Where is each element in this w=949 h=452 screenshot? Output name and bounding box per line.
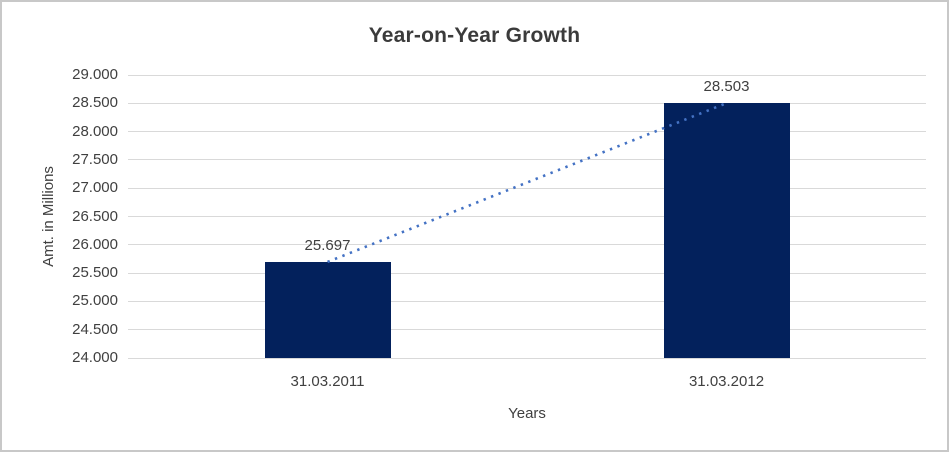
- y-tick-label: 25.000: [72, 292, 118, 310]
- chart-title: Year-on-Year Growth: [368, 24, 581, 47]
- y-tick-label: 28.000: [72, 122, 118, 140]
- gridline: [128, 329, 926, 331]
- bar: [264, 261, 391, 358]
- y-tick-label: 29.000: [72, 66, 118, 83]
- gridline: [128, 131, 926, 133]
- trendline: [327, 101, 727, 264]
- x-tick-label: 31.03.2011: [290, 373, 365, 390]
- bar: [663, 103, 790, 358]
- y-tick-label: 27.500: [72, 150, 118, 168]
- y-tick-label: 28.500: [72, 94, 118, 112]
- gridline: [128, 216, 926, 217]
- trendline-segment: [327, 101, 727, 264]
- data-label: 25.697: [304, 236, 351, 254]
- data-label: 28.503: [703, 78, 750, 96]
- y-tick-label: 24.000: [72, 349, 118, 366]
- gridline: [128, 187, 926, 189]
- y-tick-label: 26.500: [72, 207, 118, 225]
- y-tick-label: 26.000: [72, 235, 118, 253]
- y-tick-label: 25.500: [72, 264, 118, 282]
- gridline: [128, 102, 926, 104]
- gridline: [128, 300, 926, 302]
- gridline: [128, 357, 926, 359]
- gridline: [128, 159, 926, 161]
- y-tick-label: 27.000: [72, 179, 118, 197]
- y-tick-label: 24.500: [72, 320, 118, 338]
- x-tick-label: 31.03.2012: [688, 373, 765, 390]
- gridline: [128, 74, 926, 76]
- x-axis-title: Years: [508, 405, 546, 422]
- gridline: [128, 272, 926, 274]
- gridline: [128, 244, 926, 246]
